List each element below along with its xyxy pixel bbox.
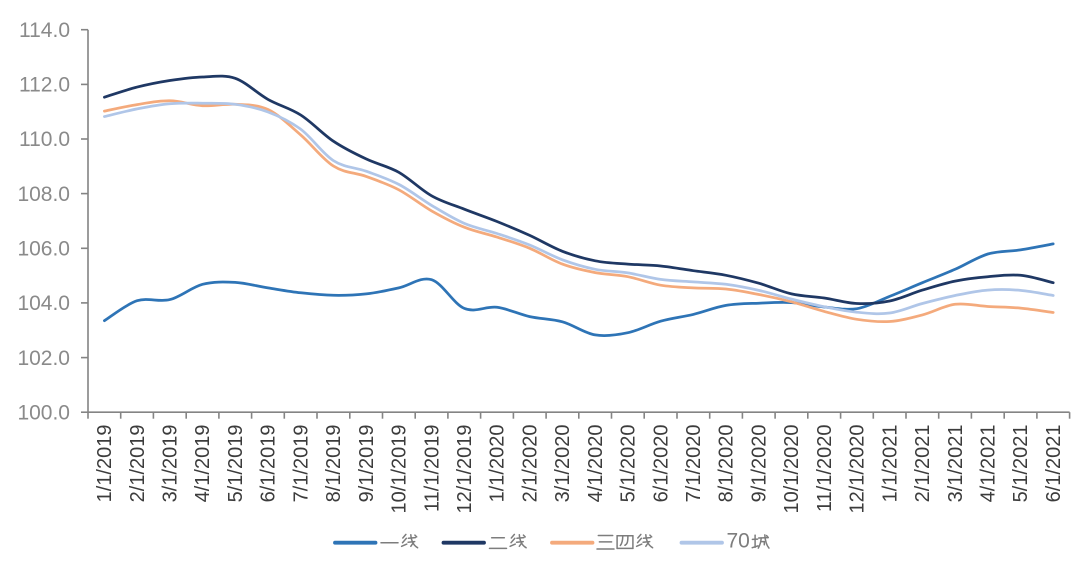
svg-text:11/1/2019: 11/1/2019: [421, 425, 443, 513]
svg-text:108.0: 108.0: [17, 183, 70, 206]
svg-text:5/1/2021: 5/1/2021: [1010, 425, 1032, 503]
svg-text:5/1/2019: 5/1/2019: [225, 425, 247, 503]
svg-text:114.0: 114.0: [19, 19, 70, 42]
svg-text:3/1/2021: 3/1/2021: [945, 425, 967, 503]
svg-text:4/1/2020: 4/1/2020: [585, 425, 607, 503]
svg-text:4/1/2019: 4/1/2019: [192, 425, 214, 503]
svg-text:5/1/2020: 5/1/2020: [618, 425, 640, 503]
svg-text:1/1/2020: 1/1/2020: [487, 425, 509, 503]
svg-text:3/1/2020: 3/1/2020: [552, 425, 574, 503]
svg-text:106.0: 106.0: [17, 238, 70, 261]
svg-text:100.0: 100.0: [17, 401, 70, 424]
svg-text:112.0: 112.0: [19, 74, 70, 97]
svg-text:6/1/2020: 6/1/2020: [650, 425, 672, 503]
svg-text:7/1/2019: 7/1/2019: [290, 425, 312, 503]
svg-text:4/1/2021: 4/1/2021: [978, 425, 1000, 503]
svg-text:10/1/2019: 10/1/2019: [389, 425, 411, 514]
svg-text:2/1/2021: 2/1/2021: [912, 425, 934, 503]
svg-text:12/1/2020: 12/1/2020: [847, 425, 869, 514]
svg-text:9/1/2019: 9/1/2019: [356, 425, 378, 503]
svg-text:1/1/2019: 1/1/2019: [94, 425, 116, 503]
svg-text:70: 70: [727, 529, 750, 552]
svg-text:2/1/2020: 2/1/2020: [519, 425, 541, 503]
svg-text:8/1/2020: 8/1/2020: [716, 425, 738, 503]
svg-text:3/1/2019: 3/1/2019: [160, 425, 182, 503]
svg-text:110.0: 110.0: [19, 128, 70, 151]
svg-text:6/1/2021: 6/1/2021: [1043, 425, 1065, 503]
svg-text:1/1/2021: 1/1/2021: [879, 425, 901, 503]
svg-text:10/1/2020: 10/1/2020: [781, 425, 803, 514]
svg-text:9/1/2020: 9/1/2020: [749, 425, 771, 503]
svg-text:12/1/2019: 12/1/2019: [454, 425, 476, 514]
svg-text:104.0: 104.0: [17, 292, 70, 315]
svg-text:2/1/2019: 2/1/2019: [127, 425, 149, 503]
svg-text:11/1/2020: 11/1/2020: [814, 425, 836, 513]
svg-text:6/1/2019: 6/1/2019: [258, 425, 280, 503]
svg-text:102.0: 102.0: [17, 347, 70, 370]
svg-text:8/1/2019: 8/1/2019: [323, 425, 345, 503]
svg-text:7/1/2020: 7/1/2020: [683, 425, 705, 503]
